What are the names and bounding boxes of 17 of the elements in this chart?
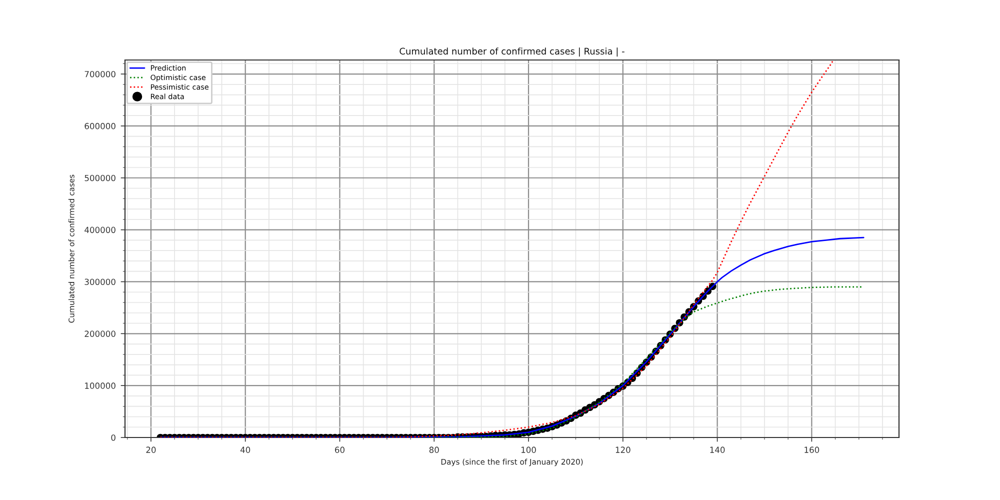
x-tick-label: 60 [335,446,344,453]
y-tick-label: 0 [111,434,116,441]
chart-title: Cumulated number of confirmed cases | Russia | - [400,48,624,57]
y-tick-label: 400000 [84,226,116,234]
y-tick-label: 200000 [84,330,116,337]
x-tick-label: 80 [429,446,439,453]
y-tick-label: 600000 [84,122,116,130]
x-tick-label: 120 [616,446,630,453]
x-tick-label: 140 [710,446,725,453]
y-tick-label: 500000 [84,174,116,182]
x-tick-label: 20 [146,446,156,453]
x-tick-label: 160 [804,446,820,453]
y-tick-label: 100000 [85,382,116,389]
y-tick-label: 700000 [84,71,116,78]
y-tick-label: 300000 [84,278,116,286]
x-tick-label: 100 [521,446,536,453]
x-tick-label: 40 [240,446,250,453]
